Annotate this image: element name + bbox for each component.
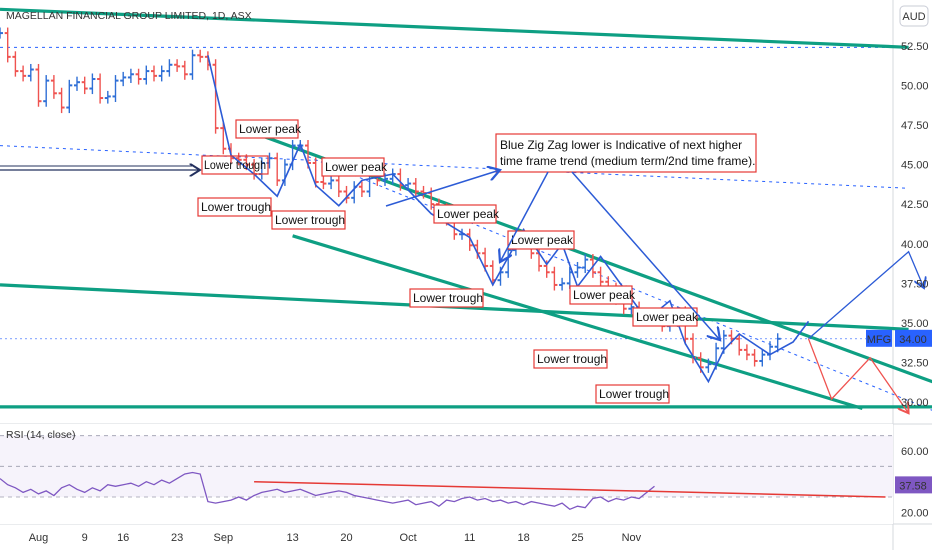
price-tick-label: 35.00: [901, 318, 929, 330]
price-tick-label: 40.00: [901, 239, 929, 251]
lower-trough-label: Lower trough: [275, 213, 345, 227]
currency-label: AUD: [902, 11, 925, 23]
last-price-badge: [895, 329, 932, 347]
time-tick-label: 18: [517, 532, 529, 544]
rsi-band: [0, 435, 893, 497]
lower-trough-box[interactable]: [409, 288, 484, 308]
price-tick-label: 52.50: [901, 41, 929, 53]
time-tick-label: 9: [82, 532, 88, 544]
price-tick-label: 50.00: [901, 80, 929, 92]
channel-line[interactable]: [0, 7, 909, 49]
rsi-value-label: 37.58: [899, 480, 927, 492]
rsi-value-badge: [895, 476, 932, 494]
ticker-label: MFG: [867, 334, 891, 346]
lower-peak-box[interactable]: [569, 285, 633, 305]
lower-peak-label: Lower peak: [636, 310, 699, 324]
channel-line[interactable]: [292, 234, 863, 411]
time-tick-label: 20: [340, 532, 352, 544]
time-tick-label: 16: [117, 532, 129, 544]
lower-peak-label: Lower peak: [573, 288, 636, 302]
dashed-trend-line: [0, 145, 909, 189]
price-tick-label: 45.00: [901, 160, 929, 172]
lower-peak-box[interactable]: [235, 119, 299, 139]
lower-peak-label: Lower peak: [325, 160, 388, 174]
lower-peak-label: Lower peak: [239, 122, 302, 136]
note-pointer: [385, 170, 500, 207]
price-tick-label: 42.50: [901, 199, 929, 211]
time-tick-label: Oct: [400, 532, 417, 544]
lower-trough-label: Lower trough: [537, 352, 607, 366]
time-tick-label: 25: [571, 532, 583, 544]
rsi-tick-label: 20.00: [901, 507, 929, 519]
rsi-line[interactable]: [0, 471, 655, 511]
lower-peak-label: Lower peak: [511, 233, 574, 247]
time-tick-label: 13: [286, 532, 298, 544]
rsi-tick-label: 60.00: [901, 446, 929, 458]
lower-trough-box[interactable]: [197, 197, 272, 217]
lower-peak-box[interactable]: [507, 230, 575, 250]
last-price-label: 34.00: [899, 334, 927, 346]
lower-trough-label: Lower trough: [413, 291, 483, 305]
note-pointer: [500, 171, 549, 262]
channel-line[interactable]: [253, 131, 932, 407]
ticker-badge: [866, 329, 892, 347]
time-tick-label: Sep: [214, 532, 234, 544]
time-tick-label: Aug: [29, 532, 49, 544]
rsi-trendline[interactable]: [254, 480, 886, 498]
time-tick-label: 11: [464, 532, 475, 544]
currency-button[interactable]: [899, 5, 929, 27]
note-pointer: [571, 171, 720, 340]
projection-down-arrow[interactable]: [807, 338, 909, 413]
lower-peak-label: Lower peak: [437, 207, 500, 221]
time-tick-label: Nov: [622, 532, 642, 544]
lower-trough-box[interactable]: [533, 349, 608, 369]
lower-trough-label: Lower trough: [204, 158, 266, 172]
lower-trough-label: Lower trough: [599, 387, 669, 401]
lower-trough-box[interactable]: [271, 210, 346, 230]
chart-title: MAGELLAN FINANCIAL GROUP LIMITED, 1D, AS…: [6, 10, 252, 22]
price-tick-label: 47.50: [901, 120, 929, 132]
lower-trough-box[interactable]: [595, 384, 670, 404]
dashed-trend-line: [307, 156, 932, 411]
lower-peak-box[interactable]: [433, 204, 497, 224]
price-tick-label: 30.00: [901, 397, 929, 409]
lower-trough-box[interactable]: [201, 155, 269, 175]
lower-peak-box[interactable]: [632, 307, 698, 327]
note-line-1: Blue Zig Zag lower is Indicative of next…: [500, 138, 742, 152]
projection-up-arrow[interactable]: [808, 250, 925, 340]
note-box[interactable]: [495, 133, 757, 173]
note-line-2: time frame trend (medium term/2nd time f…: [500, 154, 755, 168]
lower-trough-label: Lower trough: [201, 200, 271, 214]
price-tick-label: 37.50: [901, 278, 929, 290]
time-tick-label: 23: [171, 532, 183, 544]
price-tick-label: 32.50: [901, 358, 929, 370]
rsi-title: RSI (14, close): [6, 429, 75, 441]
lower-peak-box[interactable]: [321, 157, 385, 177]
rsi-pane: [0, 424, 893, 524]
